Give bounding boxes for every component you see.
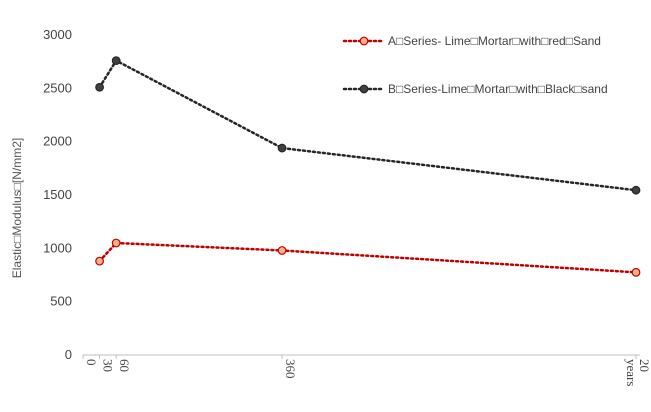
- x-tick-label: 0: [84, 359, 99, 366]
- data-point: [111, 56, 121, 65]
- y-tick-label: 1500: [43, 187, 72, 202]
- y-tick-label: 2000: [43, 134, 72, 149]
- legend-marker: [359, 84, 369, 94]
- y-axis-title: Elastic□Modulus□[N/mm2]: [10, 138, 24, 279]
- data-point: [95, 82, 104, 92]
- y-tick-label: 2500: [43, 80, 72, 95]
- x-tick-label: 20: [637, 359, 651, 372]
- x-unit-label: years: [624, 359, 639, 386]
- data-point: [277, 143, 287, 153]
- series-line-a: [98, 241, 638, 274]
- series-line-b: [98, 58, 638, 192]
- x-tick-label: 60: [117, 359, 132, 372]
- legend-label: A□Series- Lime□Mortar□with□red□Sand: [388, 34, 601, 48]
- legend: A□Series- Lime□Mortar□with□red□Sand B□Ser…: [342, 34, 608, 96]
- y-tick-label: 3000: [43, 27, 72, 42]
- data-point: [631, 267, 641, 277]
- x-tick-label: 30: [101, 359, 116, 372]
- y-tick-label: 1000: [43, 240, 72, 255]
- x-tick-label: 360: [283, 359, 298, 379]
- y-tick-label: 0: [65, 347, 72, 362]
- data-point: [95, 256, 104, 266]
- legend-marker: [359, 36, 369, 46]
- legend-label: B□Series-Lime□Mortar□with□Black□sand: [388, 82, 608, 96]
- y-axis: 0 500 1000 1500 2000 2500 3000: [43, 27, 72, 362]
- series-layer: [95, 56, 641, 277]
- data-point: [631, 185, 641, 195]
- y-tick-label: 500: [50, 294, 72, 309]
- data-point: [277, 246, 287, 255]
- data-point: [111, 238, 121, 248]
